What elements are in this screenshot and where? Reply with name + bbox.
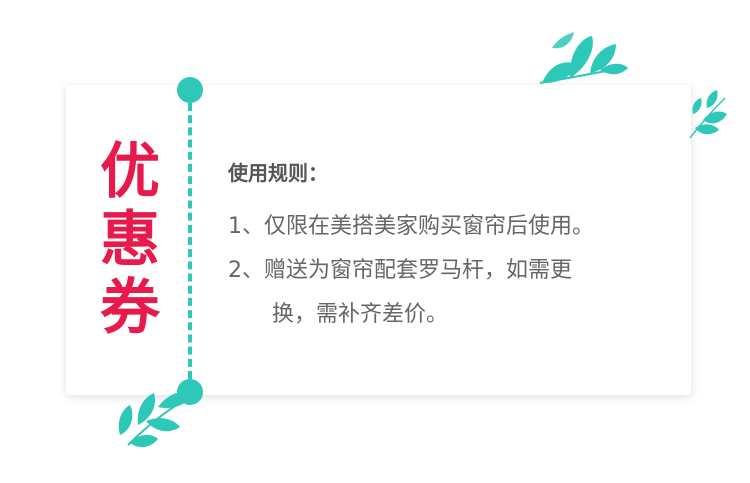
coupon-card [66,85,691,395]
title-char-3: 券 [100,273,160,343]
title-char-1: 优 [100,137,160,207]
coupon-title: 优 惠 券 [95,140,165,340]
title-char-2: 惠 [100,205,160,275]
divider-dot-top [177,77,203,103]
rules-list: 1、仅限在美搭美家购买窗帘后使用。 2、赠送为窗帘配套罗马杆，如需更 换，需补齐… [228,205,668,337]
leaf-branch-icon [539,32,628,84]
dashed-divider [188,103,192,379]
rule-item-1: 1、仅限在美搭美家购买窗帘后使用。 [228,214,594,239]
leaf-branch-bottom-icon [118,390,199,448]
rule-item-2-line-1: 2、赠送为窗帘配套罗马杆，如需更 [228,258,572,283]
rule-item-2-line-2: 换，需补齐差价。 [272,302,449,327]
rules-heading: 使用规则： [228,161,328,185]
leaf-sprig-icon [689,90,727,139]
